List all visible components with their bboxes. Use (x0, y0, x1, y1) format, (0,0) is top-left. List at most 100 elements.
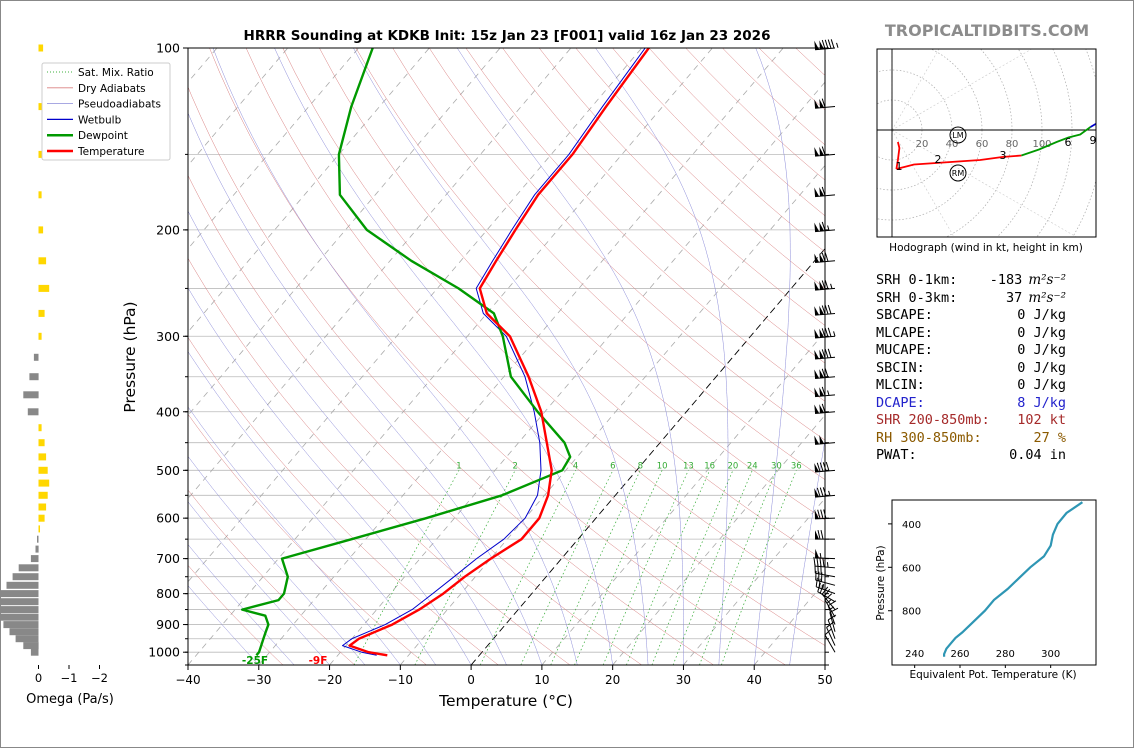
mixing-ratio-label: 24 (747, 461, 758, 471)
barb-flag (822, 462, 827, 472)
barb-flag (821, 328, 826, 338)
stat-row: PWAT: 0.04 in (876, 447, 1066, 465)
wind-barb (814, 252, 836, 264)
barb-flag (827, 39, 832, 49)
barb-flag (819, 487, 824, 497)
hodo-radial (891, 129, 955, 237)
barb-flag (825, 461, 830, 471)
barb-pennant (814, 281, 820, 291)
hodo-marker-label: RM (952, 169, 965, 178)
wind-barb (817, 582, 836, 603)
barb-flag (827, 600, 837, 607)
hodo-ring-label: 60 (976, 139, 989, 150)
thetae-panel: 240 260 280 300 400 600 800 Equivalent Pot. Te… (875, 499, 1097, 681)
hodo-height-label: 6 (1065, 136, 1072, 149)
barb-pennant (814, 435, 820, 445)
wind-barb (814, 386, 836, 398)
omega-bar (38, 309, 45, 317)
barb-flag (821, 305, 826, 315)
x-tick-label: 50 (817, 673, 832, 687)
stat-label: SRH 0-3km: (876, 289, 958, 306)
wind-barb (814, 186, 836, 198)
barb-flag (824, 280, 829, 290)
mixing-ratio-line (672, 470, 753, 665)
barb-flag (823, 509, 827, 519)
legend-label: Dry Adiabats (78, 83, 146, 95)
omega-bar (18, 564, 39, 572)
omega-bar (0, 613, 39, 621)
omega-bar (6, 581, 39, 589)
stat-row: MUCAPE: 0 J/kg (876, 342, 1066, 360)
hodo-height-label: 3 (1000, 149, 1007, 162)
y-tick-label: 100 (156, 41, 180, 56)
barb-pennant (819, 404, 825, 414)
barb-shaft (817, 591, 836, 603)
wind-barb (824, 628, 836, 653)
stat-row: SBCIN: 0 J/kg (876, 360, 1066, 378)
hodo-height-label: 1 (896, 160, 903, 173)
barb-half-flag (833, 331, 836, 337)
legend-label: Temperature (77, 146, 145, 158)
wind-barb (814, 403, 836, 415)
omega-bar (0, 606, 39, 614)
barb-flag (827, 327, 832, 337)
barb-pennant (814, 187, 820, 197)
barb-shaft (824, 599, 836, 618)
barb-pennant (819, 349, 825, 359)
barb-pennant (814, 387, 820, 397)
isotherm (188, 48, 501, 416)
thetae-frame (891, 499, 1097, 666)
hodo-trace (1021, 126, 1092, 157)
omega-bar (30, 648, 39, 656)
surface-dewpoint-label: -25F (242, 655, 268, 667)
wind-barb (814, 146, 836, 157)
wind-barb (827, 600, 837, 625)
legend-label: Pseudoadiabats (78, 99, 161, 111)
stat-value: 102 kt (1017, 412, 1066, 428)
barb-pennant (819, 222, 825, 232)
thetae-y-label: Pressure (hPa) (875, 545, 887, 620)
pseudoadiabat (789, 438, 825, 665)
y-tick-label: 800 (156, 586, 180, 601)
stat-value: 0 J/kg (1017, 377, 1066, 393)
barb-half-flag (826, 599, 832, 604)
stat-value: 0 J/kg (1017, 324, 1066, 341)
pseudoadiabat (188, 112, 543, 665)
mixing-ratio-label: 8 (638, 461, 643, 471)
stat-row: DCAPE: 8 J/kg (876, 395, 1066, 413)
omega-bar (38, 514, 45, 522)
barb-flag (821, 386, 826, 396)
isotherm (258, 48, 784, 665)
barb-pennant (819, 40, 825, 50)
x-tick-label: −10 (388, 673, 413, 687)
barb-pennant (814, 404, 820, 414)
barb-flag (824, 305, 829, 315)
isotherm (612, 414, 825, 665)
isotherm (188, 48, 713, 665)
omega-bar (23, 642, 39, 650)
barb-half-flag (829, 606, 835, 610)
hodo-marker-ring (949, 126, 967, 144)
barb-pennant (814, 509, 820, 519)
dry-adiabat (502, 48, 825, 364)
barb-pennant (819, 146, 825, 156)
y-tick-label: 600 (156, 511, 180, 526)
omega-bar (38, 44, 44, 52)
wind-barb (815, 570, 836, 586)
stat-label: SHR 200-850mb: (876, 412, 990, 428)
barb-pennant (814, 350, 820, 360)
barb-half-flag (822, 584, 825, 590)
thetae-x-tick-label: 240 (905, 649, 924, 660)
barb-pennant (814, 329, 820, 339)
omega-bar (38, 479, 50, 487)
dry-adiabat (539, 48, 825, 326)
pseudoadiabat (753, 48, 791, 665)
barb-flag (816, 487, 821, 497)
pseudoadiabat (188, 406, 401, 665)
barb-half-flag (828, 490, 831, 496)
wind-barb (827, 614, 837, 639)
x-tick-label: 40 (747, 673, 762, 687)
mixing-ratio-label: 13 (683, 461, 694, 471)
hodo-ring-label: 100 (1032, 139, 1051, 150)
legend-label: Sat. Mix. Ratio (78, 67, 154, 79)
